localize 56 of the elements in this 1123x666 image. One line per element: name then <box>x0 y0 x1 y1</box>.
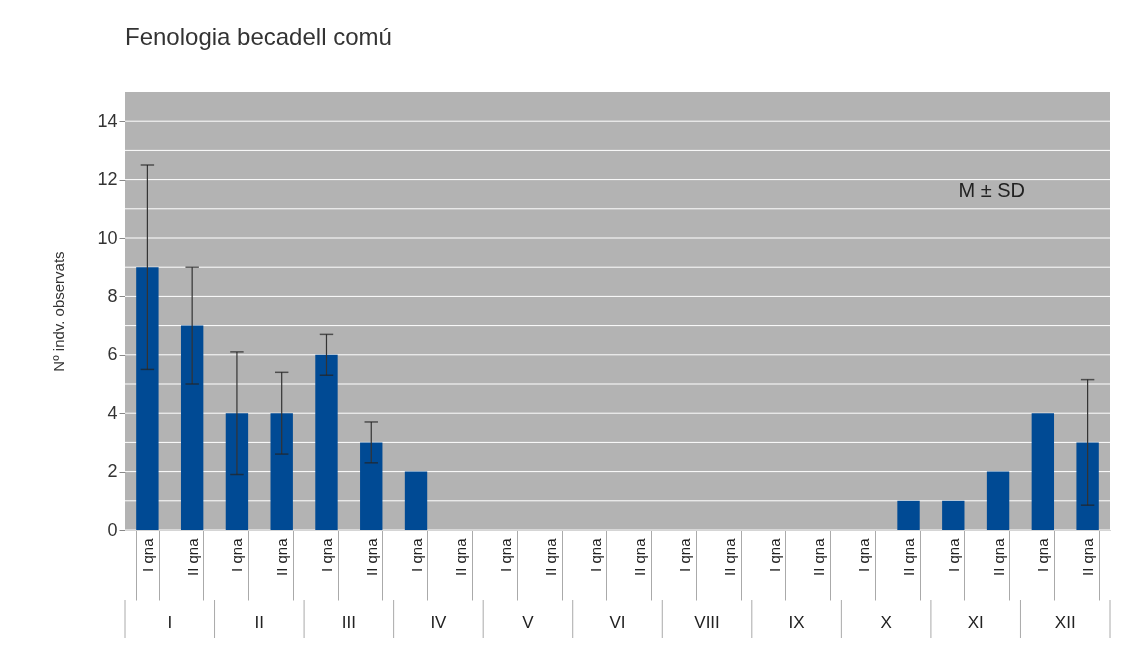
y-tick-label: 4 <box>107 402 118 423</box>
y-tick-label: 10 <box>97 227 118 248</box>
bar <box>897 500 920 530</box>
x-tick-label: II qna <box>183 537 201 577</box>
x-tick-label: II qna <box>900 537 918 577</box>
bar <box>360 442 383 530</box>
x-tick-label: I qna <box>138 537 156 572</box>
text: I <box>167 613 173 632</box>
x-tick-label: II qna <box>810 537 828 577</box>
bar <box>986 471 1010 530</box>
y-tick-label: 8 <box>107 285 118 306</box>
x-tick-label: I qna <box>228 537 246 572</box>
y-tick-label: 12 <box>97 169 118 190</box>
text: X <box>880 613 892 632</box>
y-tick-label: 2 <box>107 461 118 482</box>
text: III <box>341 613 356 632</box>
bar <box>1031 413 1055 530</box>
y-tick-label: 14 <box>97 110 118 131</box>
x-tick-label: I qna <box>1034 537 1052 572</box>
x-tick-label: I qna <box>586 537 604 572</box>
x-tick-label: I qna <box>944 537 962 572</box>
text: VIII <box>694 613 720 632</box>
bar <box>404 471 428 530</box>
text: XI <box>967 613 984 632</box>
y-tick-label: 6 <box>107 344 118 365</box>
x-tick-label: II qna <box>541 537 559 577</box>
text: V <box>522 613 535 632</box>
y-tick-label: 0 <box>107 519 118 540</box>
x-tick-label: II qna <box>273 537 291 577</box>
bar <box>225 413 249 530</box>
text: VI <box>609 613 626 632</box>
bar <box>180 325 204 530</box>
x-tick-label: I qna <box>765 537 783 572</box>
x-tick-label: I qna <box>676 537 694 572</box>
chart-title: Fenologia becadell comú <box>125 23 392 50</box>
text: IX <box>788 613 805 632</box>
x-tick-label: II qna <box>362 537 380 577</box>
text: II <box>254 613 265 632</box>
text: IV <box>430 613 448 632</box>
x-tick-label: II qna <box>720 537 738 577</box>
y-axis-title: Nº indv. observats <box>50 251 68 372</box>
x-tick-label: I qna <box>317 537 335 572</box>
x-tick-label: II qna <box>989 537 1007 577</box>
x-tick-label: II qna <box>1079 537 1097 577</box>
text: XII <box>1054 613 1076 632</box>
x-tick-label: II qna <box>452 537 470 577</box>
bar <box>1076 442 1099 530</box>
bar <box>942 500 965 530</box>
bar <box>270 413 293 530</box>
x-tick-label: I qna <box>497 537 515 572</box>
bar <box>136 267 159 530</box>
x-tick-label: II qna <box>631 537 649 577</box>
annotation: M ± SD <box>958 178 1026 201</box>
x-tick-label: I qna <box>855 537 873 572</box>
bar <box>315 354 338 530</box>
x-tick-label: I qna <box>407 537 425 572</box>
